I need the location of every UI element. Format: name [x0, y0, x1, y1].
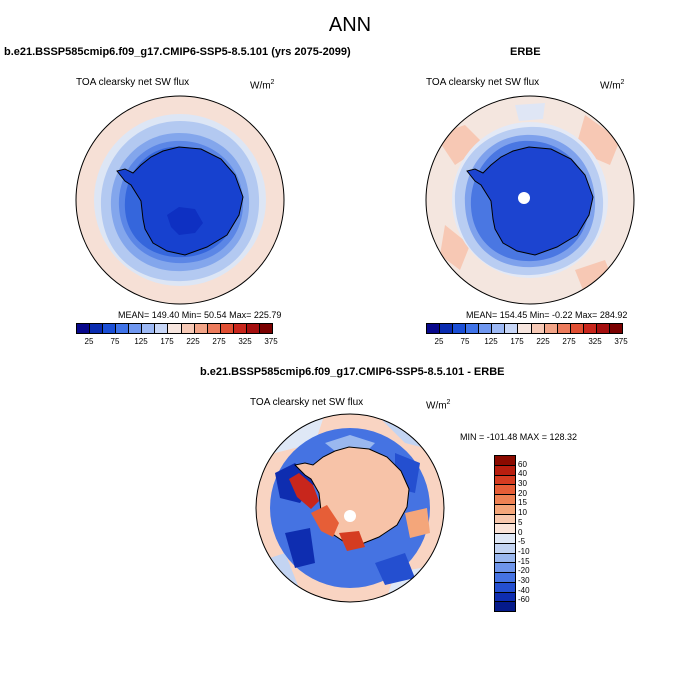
model-colorbar-label: 75 [110, 337, 120, 346]
diff-colorbar-swatch [495, 495, 515, 505]
obs-colorbar-label: 25 [434, 337, 444, 346]
obs-variable-label: TOA clearsky net SW flux [426, 77, 540, 88]
diff-case-title: b.e21.BSSP585cmip6.f09_g17.CMIP6-SSP5-8.… [200, 366, 505, 378]
diff-colorbar-swatch [495, 602, 515, 611]
model-colorbar-label: 175 [160, 337, 174, 346]
obs-colorbar [426, 323, 623, 334]
model-variable-label: TOA clearsky net SW flux [76, 77, 190, 88]
obs-colorbar-swatch [440, 324, 454, 333]
diff-colorbar-label: 0 [518, 527, 523, 537]
model-colorbar-label: 125 [134, 337, 148, 346]
diff-colorbar-label: 30 [518, 479, 527, 489]
model-colorbar-swatch [194, 324, 208, 333]
diff-colorbar-swatch [495, 592, 515, 603]
diff-colorbar-swatch [495, 524, 515, 534]
model-colorbar-label: 325 [238, 337, 252, 346]
model-colorbar-swatch [155, 324, 169, 333]
obs-colorbar-swatch [544, 324, 558, 333]
model-colorbar-swatch [77, 324, 91, 333]
model-polar-map [75, 95, 285, 305]
figure-title: ANN [328, 14, 372, 36]
model-colorbar-label: 225 [186, 337, 200, 346]
diff-colorbar-swatch [495, 514, 515, 525]
diff-colorbar-label: -20 [518, 566, 530, 576]
diff-colorbar-label: 20 [518, 488, 527, 498]
diff-colorbar-swatch [495, 582, 515, 593]
diff-colorbar-swatch [495, 456, 515, 466]
obs-colorbar-label: 175 [510, 337, 524, 346]
obs-colorbar-swatch [479, 324, 493, 333]
model-colorbar-swatch [246, 324, 260, 333]
diff-colorbar-labels: 60 40 30 20 15 10 5 0 -5 -10 -15 -20 -30 -40 -60 [518, 455, 558, 610]
diff-colorbar-swatch [495, 504, 515, 515]
obs-colorbar-swatch [531, 324, 545, 333]
obs-stats: MEAN= 154.45 Min= -0.22 Max= 284.92 [466, 310, 628, 320]
diff-unit-label: W/m2 [426, 399, 451, 412]
model-colorbar-label: 375 [264, 337, 278, 346]
obs-colorbar-swatch [466, 324, 480, 333]
model-colorbar-label: 25 [84, 337, 94, 346]
diff-colorbar [494, 455, 516, 612]
model-colorbar-swatch [168, 324, 182, 333]
obs-colorbar-swatch [570, 324, 584, 333]
diff-colorbar-swatch [495, 543, 515, 554]
model-colorbar-swatch [90, 324, 104, 333]
obs-colorbar-swatch [453, 324, 467, 333]
diff-colorbar-label: -40 [518, 585, 530, 595]
obs-case-title: ERBE [510, 46, 541, 58]
diff-colorbar-label: 40 [518, 469, 527, 479]
model-colorbar-swatch [220, 324, 234, 333]
model-colorbar-swatch [181, 324, 195, 333]
model-colorbar-swatch [129, 324, 143, 333]
diff-colorbar-swatch [495, 465, 515, 476]
diff-variable-label: TOA clearsky net SW flux [250, 397, 364, 408]
diff-colorbar-swatch [495, 563, 515, 573]
obs-colorbar-label: 325 [588, 337, 602, 346]
diff-colorbar-label: 60 [518, 459, 527, 469]
obs-colorbar-swatch [583, 324, 597, 333]
model-colorbar-swatch [259, 324, 272, 333]
obs-colorbar-swatch [596, 324, 610, 333]
obs-colorbar-label: 125 [484, 337, 498, 346]
diff-colorbar-label: -30 [518, 575, 530, 585]
model-colorbar-label: 275 [212, 337, 226, 346]
diff-colorbar-label: 5 [518, 517, 523, 527]
diff-colorbar-label: -60 [518, 595, 530, 605]
model-unit-label: W/m2 [250, 79, 275, 92]
diff-colorbar-label: -10 [518, 546, 530, 556]
diff-colorbar-label: 10 [518, 508, 527, 518]
diff-colorbar-swatch [495, 573, 515, 583]
diff-polar-map [255, 413, 445, 603]
obs-colorbar-swatch [427, 324, 441, 333]
obs-colorbar-swatch [557, 324, 571, 333]
obs-colorbar-label: 375 [614, 337, 628, 346]
model-colorbar-swatch [207, 324, 221, 333]
diff-colorbar-label: -15 [518, 556, 530, 566]
model-colorbar-labels: 25 75 125 175 225 275 325 375 [76, 337, 278, 349]
diff-colorbar-swatch [495, 475, 515, 486]
model-case-title: b.e21.BSSP585cmip6.f09_g17.CMIP6-SSP5-8.… [4, 46, 351, 58]
obs-colorbar-label: 75 [460, 337, 470, 346]
model-colorbar-swatch [233, 324, 247, 333]
diff-colorbar-label: -5 [518, 537, 526, 547]
diff-colorbar-swatch [495, 534, 515, 544]
obs-colorbar-swatch [505, 324, 519, 333]
model-colorbar-swatch [103, 324, 117, 333]
obs-colorbar-swatch [518, 324, 532, 333]
diff-colorbar-label: 15 [518, 498, 527, 508]
model-stats: MEAN= 149.40 Min= 50.54 Max= 225.79 [118, 310, 282, 320]
obs-colorbar-labels: 25 75 125 175 225 275 325 375 [426, 337, 628, 349]
obs-colorbar-swatch [609, 324, 622, 333]
obs-colorbar-label: 275 [562, 337, 576, 346]
diff-colorbar-swatch [495, 553, 515, 564]
diff-stats: MIN = -101.48 MAX = 128.32 [460, 432, 578, 442]
model-colorbar-swatch [142, 324, 156, 333]
obs-unit-label: W/m2 [600, 79, 625, 92]
diff-colorbar-swatch [495, 485, 515, 495]
model-colorbar [76, 323, 273, 334]
obs-polar-map [425, 95, 635, 305]
obs-colorbar-swatch [492, 324, 506, 333]
obs-colorbar-label: 225 [536, 337, 550, 346]
model-colorbar-swatch [116, 324, 130, 333]
